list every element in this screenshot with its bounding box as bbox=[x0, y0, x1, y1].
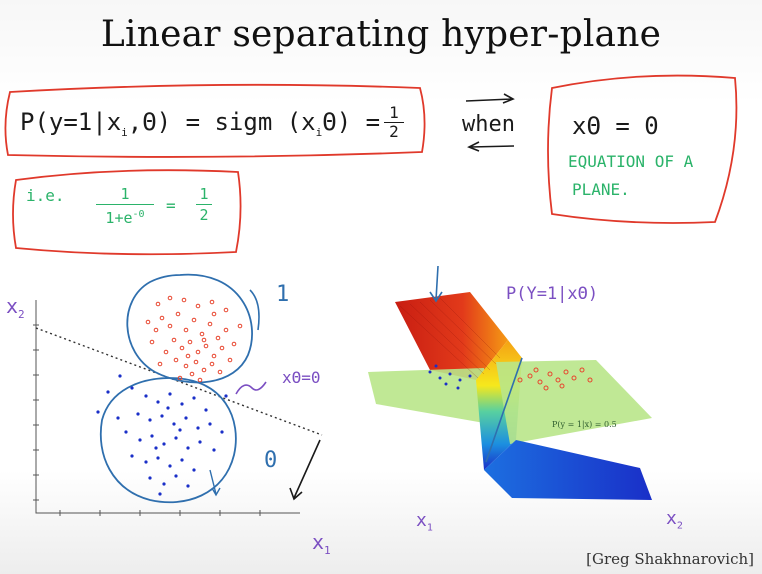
prob-sub-2: i bbox=[315, 125, 323, 139]
surface-red-points bbox=[517, 367, 593, 391]
class1-arc bbox=[249, 289, 260, 331]
class1-label: 1 bbox=[276, 282, 290, 307]
plane-half-right bbox=[496, 360, 652, 444]
surface-mesh bbox=[399, 297, 501, 379]
surface-top-red bbox=[395, 292, 508, 380]
boundary-pointer-squiggle bbox=[235, 381, 267, 395]
class0-points bbox=[96, 374, 228, 496]
left-x2-base: x bbox=[6, 294, 19, 318]
normal-arrow bbox=[289, 439, 321, 501]
right-x1-base: x bbox=[416, 510, 427, 531]
when-label: when bbox=[462, 112, 515, 137]
ie-half-numerator: 1 bbox=[196, 184, 212, 205]
plane-caption-line1: EQUATION OF A bbox=[568, 152, 694, 171]
prob-lhs: P(y=1|x bbox=[20, 108, 122, 136]
left-x2-axis-label: x2 bbox=[6, 294, 25, 321]
class0-circle bbox=[100, 377, 237, 504]
scatter-axes bbox=[33, 300, 300, 516]
ie-half-denominator: 2 bbox=[199, 206, 209, 224]
prob-formula: P(y=1|xi,Θ) = sigm (xiΘ) = bbox=[20, 108, 380, 139]
slide-title: Linear separating hyper-plane bbox=[100, 14, 662, 55]
right-x1-axis-label: x1 bbox=[416, 510, 433, 534]
half-numerator: 1 bbox=[384, 104, 404, 123]
boundary-label: xΘ=0 bbox=[282, 368, 321, 387]
ie-fraction: 1 1+e-0 bbox=[96, 184, 154, 228]
half-denominator: 2 bbox=[389, 122, 399, 141]
ie-denominator: 1+e-0 bbox=[96, 205, 154, 228]
right-x2-axis-label: x2 bbox=[666, 508, 683, 532]
plane-equation: xΘ = 0 bbox=[572, 112, 659, 140]
prob-mid: ,Θ) = sigm (x bbox=[127, 108, 316, 136]
slide-credit: [Greg Shakhnarovich] bbox=[586, 550, 754, 568]
class1-circle bbox=[126, 273, 253, 384]
surface-down-arrow bbox=[429, 265, 443, 303]
right-arrow bbox=[465, 93, 515, 104]
ie-box bbox=[12, 169, 242, 256]
right-x2-base: x bbox=[666, 508, 677, 529]
left-arrow bbox=[467, 141, 515, 152]
right-x1-sub: 1 bbox=[426, 522, 433, 534]
surface-title: P(Y=1|xΘ) bbox=[506, 284, 599, 304]
left-x2-sub: 2 bbox=[18, 308, 25, 321]
sigmoid-surface bbox=[368, 292, 652, 500]
ie-den-base: 1+e bbox=[105, 209, 133, 227]
left-x1-base: x bbox=[312, 530, 325, 554]
half-fraction: 1 2 bbox=[384, 104, 404, 141]
class0-label: 0 bbox=[264, 448, 278, 473]
ie-label: i.e. bbox=[26, 186, 65, 205]
plane-eq-box bbox=[547, 74, 738, 224]
prob-rhs: Θ) = bbox=[322, 108, 381, 136]
plane-half-left bbox=[368, 368, 490, 424]
left-x1-axis-label: x1 bbox=[312, 530, 331, 557]
surface-blue-points bbox=[428, 364, 472, 390]
ie-den-exp: -0 bbox=[132, 209, 145, 220]
decision-boundary-line bbox=[35, 327, 323, 436]
prob-sub-1: i bbox=[121, 125, 128, 139]
right-x2-sub: 2 bbox=[676, 520, 683, 532]
plane-caption-line2: PLANE. bbox=[572, 180, 630, 199]
surface-boundary-stroke bbox=[485, 357, 523, 463]
class1-points bbox=[145, 295, 243, 383]
ie-equals: = bbox=[166, 196, 176, 215]
surface-bottom-blue bbox=[484, 440, 652, 500]
formula-box bbox=[4, 83, 426, 158]
ie-half: 1 2 bbox=[196, 184, 212, 225]
ie-numerator: 1 bbox=[96, 184, 154, 205]
small-arrow-down bbox=[209, 469, 221, 497]
plane-probability-label: P(y = 1|x) = 0.5 bbox=[552, 420, 617, 429]
left-x1-sub: 1 bbox=[324, 544, 331, 557]
